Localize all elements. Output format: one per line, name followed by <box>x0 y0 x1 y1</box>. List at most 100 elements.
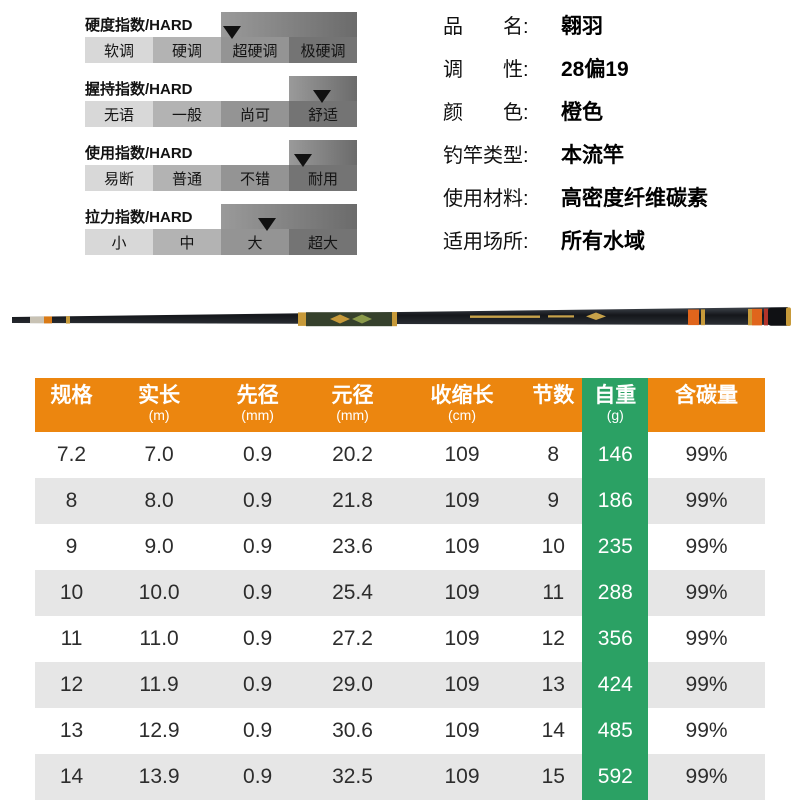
table-cell: 12.9 <box>138 719 180 742</box>
header-cell: 收缩长 (cm) <box>400 378 524 432</box>
table-row: 7.2 7.0 0.9 20.2 109 8 146 99% <box>35 432 765 478</box>
header-cell: 自重 (g) <box>582 378 649 432</box>
table-cell: 7.2 <box>56 443 87 466</box>
level-label: 超硬调 <box>221 37 289 63</box>
header-label: 节数 <box>532 384 575 407</box>
indicator-level-bar: 小 中 大 超大 <box>85 229 357 255</box>
table-cell: 11 <box>60 627 83 650</box>
indicator-block: 拉力指数/HARD 小 中 大 超大 <box>85 204 357 255</box>
table-cell: 288 <box>582 570 649 616</box>
table-cell: 12 <box>541 627 565 650</box>
table-cell: 99% <box>685 581 728 604</box>
table-row: 11 11.0 0.9 27.2 109 12 356 99% <box>35 616 765 662</box>
table-cell: 592 <box>582 754 649 800</box>
table-cell: 99% <box>685 765 728 788</box>
indicator-block: 硬度指数/HARD 软调 硬调 超硬调 极硬调 <box>85 12 357 63</box>
table-cell: 14 <box>541 719 565 742</box>
indicator-block: 握持指数/HARD 无语 一般 尚可 舒适 <box>85 76 357 127</box>
table-cell: 10 <box>59 581 84 604</box>
table-cell: 356 <box>582 616 649 662</box>
table-cell: 10.0 <box>138 581 180 604</box>
level-label: 中 <box>153 229 221 255</box>
table-cell: 23.6 <box>332 535 373 558</box>
rating-marker-icon <box>258 218 277 231</box>
indicator-level-bar: 软调 硬调 超硬调 极硬调 <box>85 37 357 63</box>
header-unit: (m) <box>148 407 170 423</box>
spec-value: 橙色 <box>561 101 603 124</box>
header-cell: 规格 <box>35 378 108 432</box>
level-label: 耐用 <box>289 165 357 191</box>
table-body: 7.2 7.0 0.9 20.2 109 8 146 99% 8 8.0 0.9 21.8 109 9 18… <box>35 432 765 800</box>
top-section: 硬度指数/HARD 软调 硬调 超硬调 极硬调 握持指数/HARD 无语 一般 … <box>0 0 800 290</box>
table-header-row: 规格 实长 (m) 先径 (mm) 元径 (mm) 收缩长 (cm) 节数 自重… <box>35 378 765 432</box>
table-cell: 0.9 <box>243 673 273 696</box>
spec-list: 品 名: 翱羽 调 性: 28偏19 颜 色: 橙色 钓竿类型: 本流竿 使用材… <box>398 0 800 290</box>
rod-image <box>0 290 800 348</box>
table-row: 12 11.9 0.9 29.0 109 13 424 99% <box>35 662 765 708</box>
level-label: 软调 <box>85 37 153 63</box>
table-cell: 0.9 <box>243 627 273 650</box>
spec-row: 适用场所: 所有水域 <box>443 229 790 255</box>
table-cell: 8 <box>65 489 78 512</box>
header-cell: 节数 <box>524 378 582 432</box>
table-cell: 11.9 <box>139 673 179 696</box>
table-cell: 109 <box>444 627 480 650</box>
table-cell: 13 <box>59 719 84 742</box>
table-cell: 7.0 <box>144 443 174 466</box>
table-cell: 109 <box>444 581 480 604</box>
indicator-top-fill <box>221 204 357 229</box>
table-cell: 14 <box>59 765 84 788</box>
header-label: 收缩长 <box>430 384 494 407</box>
indicator-title: 拉力指数/HARD <box>85 204 201 229</box>
table-cell: 99% <box>685 489 728 512</box>
table-cell: 13.9 <box>138 765 180 788</box>
table-cell: 11.0 <box>139 627 179 650</box>
table-cell: 10 <box>541 535 565 558</box>
header-label: 含碳量 <box>675 384 739 407</box>
spec-label: 调 性: <box>443 59 529 81</box>
spec-table: 规格 实长 (m) 先径 (mm) 元径 (mm) 收缩长 (cm) 节数 自重… <box>35 378 765 800</box>
level-label: 极硬调 <box>289 37 357 63</box>
table-cell: 8.0 <box>144 489 174 512</box>
table-cell: 109 <box>444 443 480 466</box>
header-label: 先径 <box>236 384 279 407</box>
header-cell: 含碳量 <box>648 378 765 432</box>
table-cell: 146 <box>582 432 649 478</box>
table-cell: 109 <box>444 719 480 742</box>
indicator-title: 硬度指数/HARD <box>85 12 201 37</box>
table-cell: 99% <box>685 673 728 696</box>
indicator-top-fill <box>221 12 357 37</box>
spec-label: 使用材料: <box>443 188 529 210</box>
table-row: 8 8.0 0.9 21.8 109 9 186 99% <box>35 478 765 524</box>
table-cell: 25.4 <box>332 581 373 604</box>
table-cell: 99% <box>685 535 728 558</box>
table-cell: 11 <box>542 581 565 604</box>
level-label: 舒适 <box>289 101 357 127</box>
table-row: 14 13.9 0.9 32.5 109 15 592 99% <box>35 754 765 800</box>
level-label: 一般 <box>153 101 221 127</box>
level-label: 小 <box>85 229 153 255</box>
table-cell: 235 <box>582 524 649 570</box>
spec-value: 所有水域 <box>561 230 645 253</box>
header-label: 自重 <box>594 384 637 407</box>
header-unit: (mm) <box>241 407 274 423</box>
table-cell: 109 <box>444 489 480 512</box>
table-cell: 0.9 <box>243 535 273 558</box>
table-cell: 0.9 <box>243 443 273 466</box>
spec-value: 翱羽 <box>561 15 603 38</box>
indicator-top-bar: 使用指数/HARD <box>85 140 357 167</box>
table-cell: 9 <box>547 489 560 512</box>
spec-value: 28偏19 <box>561 58 629 81</box>
spec-label: 适用场所: <box>443 231 529 253</box>
header-label: 实长 <box>138 384 181 407</box>
level-label: 无语 <box>85 101 153 127</box>
spec-value: 高密度纤维碳素 <box>561 187 708 210</box>
table-cell: 109 <box>444 535 480 558</box>
spec-label: 品 名: <box>443 16 529 38</box>
header-unit: (g) <box>606 407 624 423</box>
table-cell: 0.9 <box>243 581 273 604</box>
table-cell: 99% <box>685 719 728 742</box>
table-cell: 0.9 <box>243 489 273 512</box>
level-label: 尚可 <box>221 101 289 127</box>
